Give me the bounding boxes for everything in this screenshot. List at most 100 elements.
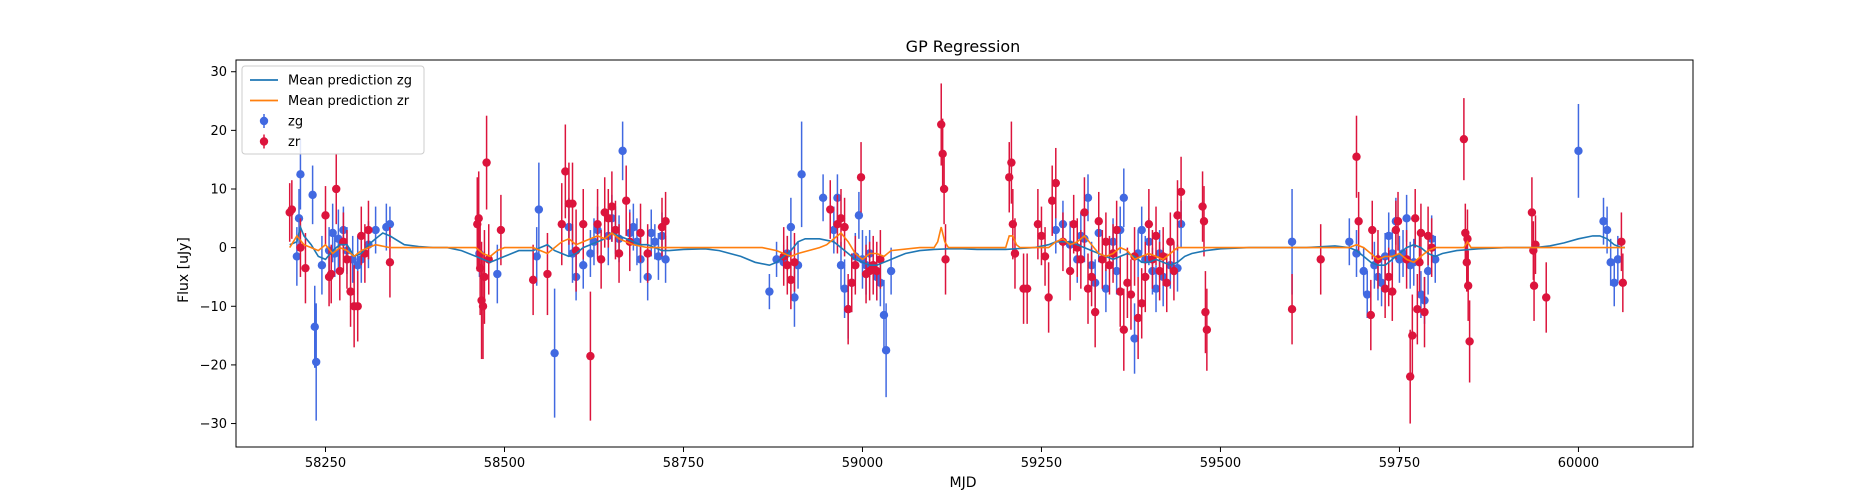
data-point-zg xyxy=(1384,231,1393,241)
legend: Mean prediction zg Mean prediction zr zg zr xyxy=(241,65,425,155)
data-point-zr xyxy=(327,269,336,279)
plot-area xyxy=(285,83,1628,424)
data-point-zr xyxy=(1123,278,1132,288)
data-point-zg xyxy=(618,146,627,156)
data-point-zr xyxy=(1201,307,1210,317)
data-point-zg xyxy=(1423,266,1433,276)
data-point-zr xyxy=(1391,225,1401,235)
data-point-zr xyxy=(1173,211,1182,220)
axes: GP Regression MJD Flux [uJy] xyxy=(176,37,1020,491)
data-point-zr xyxy=(342,255,352,264)
data-point-zr xyxy=(1008,219,1018,229)
data-point-zr xyxy=(1169,266,1179,276)
data-point-zr xyxy=(614,249,624,258)
data-point-zr xyxy=(941,255,950,264)
data-point-zr xyxy=(1007,158,1016,167)
data-point-zr xyxy=(1465,337,1474,346)
data-point-zg xyxy=(1363,290,1372,299)
data-point-zr xyxy=(480,272,489,282)
data-point-zg xyxy=(647,228,656,238)
data-point-zg xyxy=(1606,258,1615,267)
ticks: 58250 58500 58750 59000 59250 59500 59750 60000… xyxy=(200,65,1600,471)
data-point-zr xyxy=(1459,134,1469,144)
data-point-zr xyxy=(1166,237,1175,246)
data-point-zr xyxy=(1393,217,1403,226)
data-point-zg xyxy=(1101,284,1111,293)
data-point-zg xyxy=(1083,193,1093,202)
data-point-zg xyxy=(579,261,588,270)
y-tick-label: −30 xyxy=(200,417,227,432)
data-point-zr xyxy=(1033,219,1043,229)
data-point-zg xyxy=(1431,255,1440,264)
data-point-zr xyxy=(1416,228,1426,238)
x-tick-label: 60000 xyxy=(1558,456,1599,471)
line-mean-prediction-zg xyxy=(289,224,1625,267)
data-point-zg xyxy=(1610,278,1619,288)
data-point-zr xyxy=(1316,255,1325,264)
data-point-zr xyxy=(1176,187,1186,197)
legend-swatch-marker xyxy=(259,137,269,146)
data-point-zr xyxy=(1119,325,1129,334)
data-point-zr xyxy=(939,184,949,194)
data-point-zg xyxy=(385,219,395,229)
data-point-zg xyxy=(840,284,849,293)
data-point-zr xyxy=(1112,225,1121,235)
data-point-zr xyxy=(1126,290,1136,299)
data-point-zr xyxy=(346,287,355,296)
y-tick-label: 0 xyxy=(219,241,227,256)
data-point-zr xyxy=(1384,272,1393,282)
data-point-zg xyxy=(586,249,595,258)
chart-title: GP Regression xyxy=(906,37,1021,56)
data-point-zr xyxy=(1463,234,1472,244)
data-point-zr xyxy=(836,214,846,223)
data-point-zr xyxy=(474,214,483,223)
data-point-zg xyxy=(311,357,321,367)
data-point-zg xyxy=(1287,237,1297,246)
x-axis-label: MJD xyxy=(950,475,977,491)
data-point-zr xyxy=(604,214,613,223)
data-point-zg xyxy=(1613,255,1623,264)
data-point-zg xyxy=(654,252,663,261)
data-point-zg xyxy=(1574,146,1583,156)
data-point-zr xyxy=(557,219,566,229)
data-point-zr xyxy=(332,184,341,194)
data-point-zr xyxy=(1040,252,1050,261)
data-point-zr xyxy=(937,120,946,129)
data-point-zr xyxy=(528,275,538,285)
data-point-zr xyxy=(1423,231,1433,241)
data-point-zr xyxy=(1162,278,1171,288)
data-point-zg xyxy=(786,222,796,232)
data-point-zg xyxy=(790,293,799,302)
data-point-zr xyxy=(1101,237,1111,246)
data-point-zr xyxy=(586,351,595,361)
y-axis-label: Flux [uJy] xyxy=(176,237,192,303)
data-point-zr xyxy=(296,243,305,252)
data-point-zr xyxy=(607,202,617,211)
data-point-zg xyxy=(1602,225,1612,235)
data-point-zr xyxy=(1529,281,1539,290)
data-point-zr xyxy=(783,261,792,270)
data-point-zr xyxy=(1144,219,1154,229)
data-point-zg xyxy=(854,211,864,220)
data-point-zg xyxy=(1359,266,1368,276)
data-point-zg xyxy=(317,261,327,270)
x-tick-label: 58500 xyxy=(484,456,525,471)
data-point-zg xyxy=(296,170,305,179)
data-point-zr xyxy=(661,217,670,226)
data-point-zg xyxy=(836,261,846,270)
x-tick-label: 59500 xyxy=(1200,456,1241,471)
data-point-zr xyxy=(1405,372,1415,381)
data-point-zr xyxy=(1098,255,1107,264)
data-point-zr xyxy=(1037,231,1046,241)
data-point-zg xyxy=(371,225,380,235)
data-point-zg xyxy=(818,193,828,202)
data-point-zr xyxy=(1617,237,1626,246)
data-point-zr xyxy=(622,196,631,205)
data-point-zr xyxy=(1069,219,1078,229)
data-point-zg xyxy=(493,269,502,279)
data-point-zg xyxy=(765,287,774,296)
data-point-zg xyxy=(1112,266,1121,276)
data-point-zr xyxy=(543,269,552,279)
data-point-zr xyxy=(611,225,620,235)
data-point-zr xyxy=(636,228,645,238)
